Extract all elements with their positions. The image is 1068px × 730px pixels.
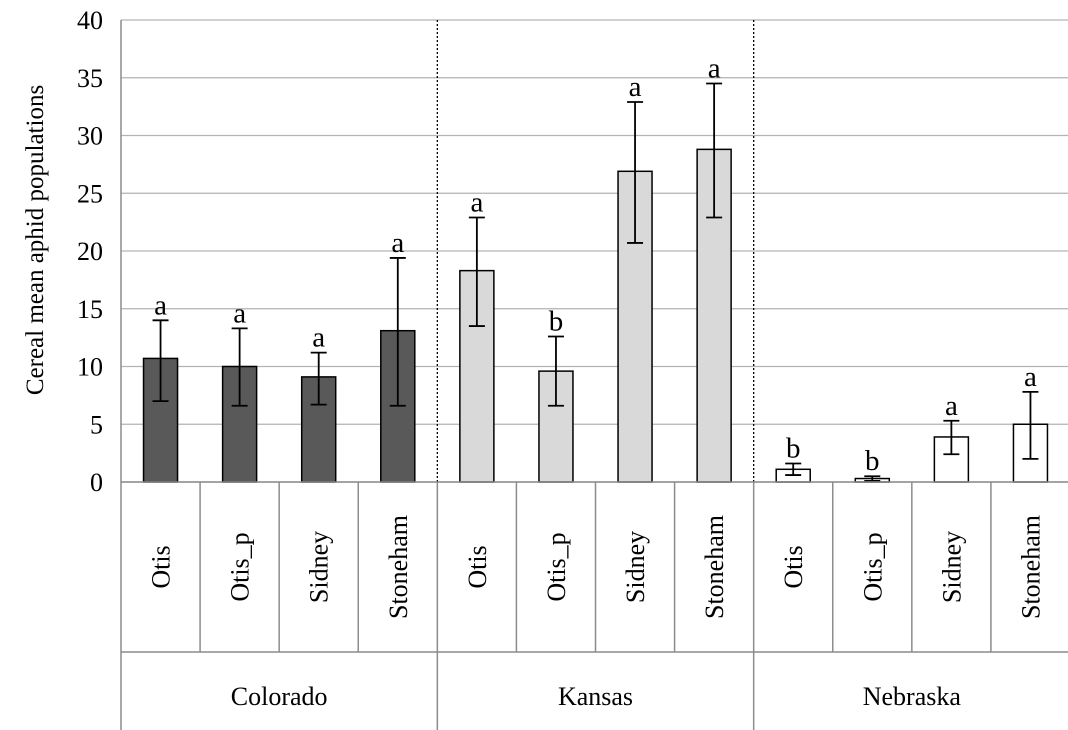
significance-letter: a — [945, 390, 958, 422]
y-axis-label: Cereal mean aphid populations — [22, 85, 49, 395]
significance-letter: a — [391, 227, 404, 259]
category-label: Otis_p — [226, 532, 255, 601]
group-label: Nebraska — [863, 682, 962, 711]
category-label: Otis — [147, 545, 176, 588]
category-label: Stoneham — [700, 515, 729, 619]
y-tick-label: 40 — [77, 6, 103, 35]
significance-letter: a — [629, 71, 642, 103]
significance-letter: b — [549, 305, 564, 337]
category-label: Otis_p — [542, 532, 571, 601]
y-tick-label: 15 — [77, 295, 103, 324]
y-tick-label: 35 — [77, 64, 103, 93]
category-label: Otis — [779, 545, 808, 588]
y-tick-label: 30 — [77, 122, 103, 151]
significance-letter: a — [1024, 361, 1037, 393]
significance-letter: a — [312, 322, 325, 354]
group-label: Colorado — [231, 682, 328, 711]
significance-letter: b — [786, 433, 801, 465]
significance-letter: a — [470, 187, 483, 219]
y-tick-label: 5 — [90, 410, 103, 439]
category-label: Stoneham — [384, 515, 413, 619]
category-label: Sidney — [937, 531, 966, 603]
category-label: Otis_p — [858, 532, 887, 601]
category-label: Stoneham — [1016, 515, 1045, 619]
significance-letter: a — [708, 53, 721, 85]
category-label: Sidney — [305, 531, 334, 603]
y-tick-label: 0 — [90, 468, 103, 497]
significance-letter: b — [865, 445, 880, 477]
y-tick-label: 20 — [77, 237, 103, 266]
category-label: Sidney — [621, 531, 650, 603]
category-label: Otis — [463, 545, 492, 588]
y-tick-label: 25 — [77, 179, 103, 208]
significance-letter: a — [233, 297, 246, 329]
significance-letter: a — [154, 289, 167, 321]
y-tick-label: 10 — [77, 353, 103, 382]
group-label: Kansas — [558, 682, 633, 711]
